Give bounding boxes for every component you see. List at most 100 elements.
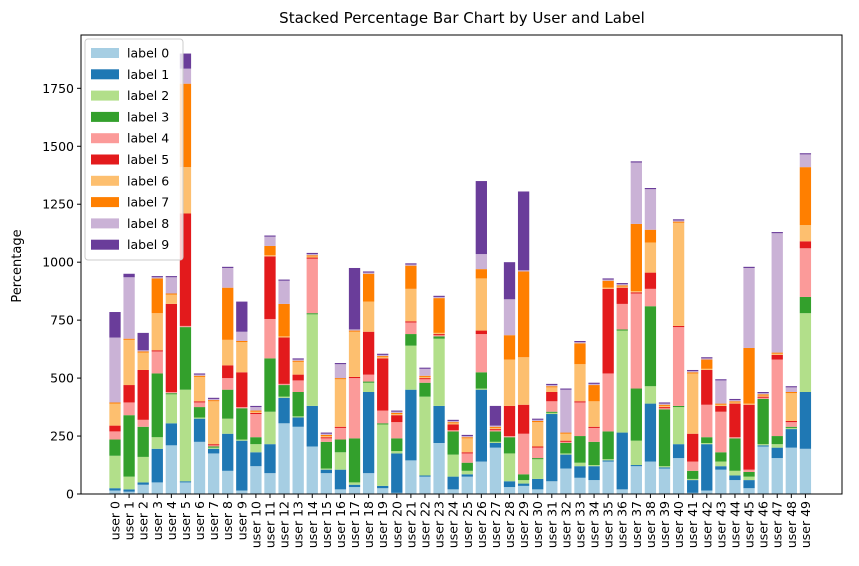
x-tick-label: user 30 [530,501,545,548]
x-tick-label: user 15 [319,501,334,548]
bar-segment-user-32-label-8 [560,389,572,433]
chart-title: Stacked Percentage Bar Chart by User and… [279,9,645,27]
bar-segment-user-48-label-7 [785,392,797,394]
bar-segment-user-46-label-0 [757,446,769,494]
bar-segment-user-21-label-1 [405,389,417,461]
bar-segment-user-48-label-9 [785,386,797,388]
bar-segment-user-45-label-1 [743,480,755,489]
bar-segment-user-6-label-4 [193,402,206,408]
bar-segment-user-12-label-3 [278,385,290,397]
bar-segment-user-37-label-3 [630,388,642,441]
bar-segment-user-40-label-5 [672,325,685,328]
bar-segment-user-12-label-1 [278,397,290,424]
bar-segment-user-24-label-9 [447,419,459,421]
bar-segment-user-49-label-8 [799,154,812,168]
bar-segment-user-22-label-4 [419,379,431,383]
bar-segment-user-44-label-9 [729,398,741,401]
x-tick-label: user 5 [178,501,193,540]
bar-segment-user-49-label-1 [799,392,812,449]
bar-segment-user-4-label-9 [165,276,178,278]
bar-segment-user-35-label-8 [602,279,614,281]
bar-segment-user-39-label-5 [658,407,671,409]
legend-label: label 8 [127,216,169,231]
bar-segment-user-17-label-1 [348,484,361,488]
bar-segment-user-36-label-5 [616,287,628,304]
bar-segment-user-26-label-7 [475,269,487,279]
bar-segment-user-27-label-6 [489,427,502,430]
bar-segment-user-21-label-9 [405,263,417,265]
x-tick-label: user 2 [136,501,151,540]
bar-segment-user-6-label-6 [193,376,206,402]
bar-segment-user-14-label-3 [306,313,318,315]
bar-segment-user-12-label-8 [278,280,290,304]
bar-segment-user-8-label-8 [222,267,234,288]
bar-segment-user-44-label-1 [729,475,741,481]
x-tick-label: user 33 [572,501,587,548]
bar-segment-user-49-label-3 [799,296,812,314]
bar-segment-user-22-label-5 [419,378,431,380]
bar-segment-user-37-label-6 [630,291,642,293]
bar-segment-user-5-label-5 [179,213,192,326]
legend-swatch [91,69,119,80]
bar-segment-user-25-label-2 [461,470,473,475]
bar-segment-user-22-label-1 [419,475,431,477]
bar-segment-user-11-label-6 [264,255,276,257]
bar-segment-user-31-label-5 [546,392,558,402]
x-tick-label: user 27 [488,501,503,548]
bar-segment-user-31-label-7 [546,386,558,388]
bar-segment-user-23-label-3 [433,336,445,339]
x-tick-label: user 36 [615,501,630,548]
bar-segment-user-45-label-3 [743,471,755,477]
x-tick-label: user 42 [699,501,714,548]
bar-segment-user-26-label-6 [475,278,487,331]
bar-segment-user-20-label-6 [391,414,403,416]
bar-segment-user-16-label-6 [334,379,347,427]
bar-segment-user-29-label-5 [517,404,530,434]
bar-segment-user-44-label-6 [729,402,741,404]
bar-segment-user-32-label-5 [560,440,572,442]
bar-segment-user-0-label-5 [109,425,121,432]
bar-segment-user-24-label-0 [447,489,459,494]
bar-segment-user-6-label-9 [193,373,206,375]
bar-segment-user-6-label-8 [193,374,206,376]
bar-segment-user-32-label-9 [560,388,572,390]
bar-segment-user-12-label-9 [278,279,290,281]
bar-segment-user-11-label-1 [264,444,276,474]
bar-segment-user-8-label-0 [222,470,234,494]
x-tick-label: user 31 [544,501,559,548]
bar-segment-user-16-label-3 [334,439,347,453]
bar-segment-user-43-label-9 [715,379,727,381]
bar-segment-user-1-label-2 [123,476,135,490]
bar-segment-user-9-label-8 [236,331,248,341]
bar-segment-user-3-label-0 [151,482,163,494]
bar-segment-user-2-label-7 [137,351,149,353]
x-tick-label: user 18 [361,501,376,548]
legend-label: label 2 [127,88,169,103]
bar-segment-user-30-label-0 [532,489,544,494]
y-tick-label: 1500 [42,139,74,154]
bar-segment-user-40-label-1 [672,444,685,459]
bar-segment-user-8-label-7 [222,287,234,340]
bar-segment-user-13-label-1 [292,417,304,427]
bar-segment-user-4-label-3 [165,393,178,395]
x-tick-label: user 37 [629,501,644,548]
bar-segment-user-15-label-0 [320,473,332,494]
legend-label: label 5 [127,152,169,167]
bar-segment-user-19-label-8 [377,354,389,357]
bar-segment-user-28-label-9 [503,262,516,300]
bar-segment-user-24-label-4 [447,430,459,432]
bar-segment-user-27-label-9 [489,405,502,426]
bar-segment-user-13-label-5 [292,374,304,381]
bar-segment-user-18-label-8 [362,272,375,274]
bar-segment-user-1-label-3 [123,415,135,477]
bar-segment-user-5-label-0 [179,482,192,494]
bar-segment-user-34-label-3 [588,441,600,466]
bar-segment-user-20-label-0 [391,492,403,494]
bar-segment-user-42-label-5 [701,369,713,405]
bar-segment-user-48-label-0 [785,447,797,494]
bar-segment-user-41-label-6 [687,373,699,434]
legend-swatch [91,175,119,186]
bar-segment-user-35-label-7 [602,280,614,288]
bar-segment-user-13-label-7 [292,360,304,362]
bar-segment-user-2-label-4 [137,419,149,427]
